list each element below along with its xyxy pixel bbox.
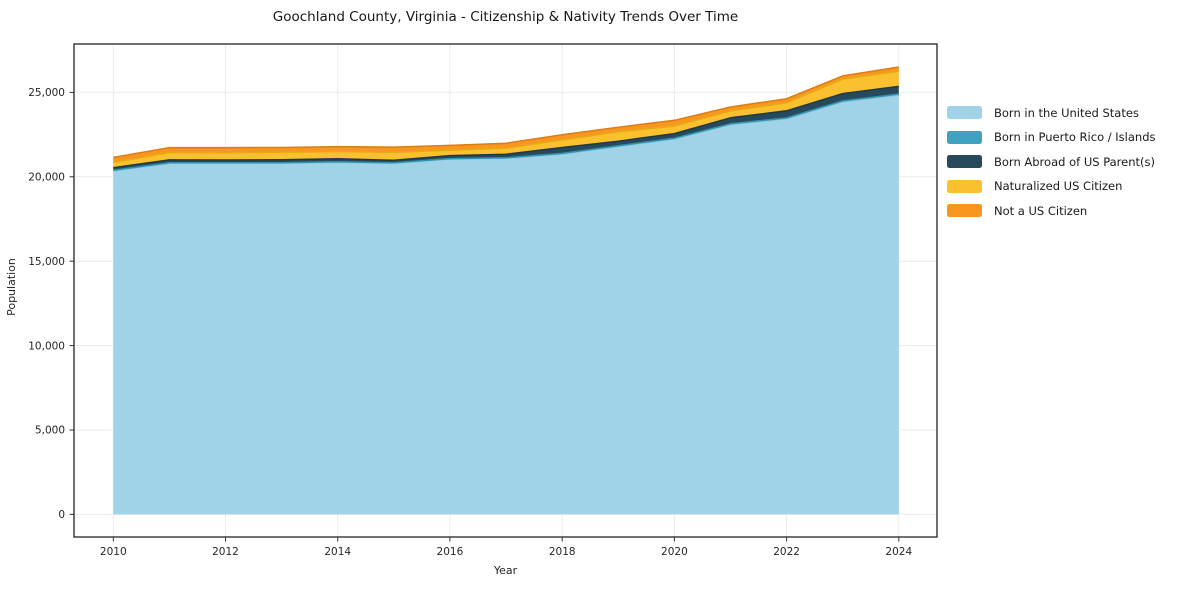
svg-text:2012: 2012: [212, 546, 239, 558]
svg-text:2022: 2022: [773, 546, 800, 558]
svg-text:10,000: 10,000: [28, 340, 65, 352]
svg-text:15,000: 15,000: [28, 256, 65, 268]
legend-swatch-naturalized-icon: [947, 179, 982, 193]
legend: Born in the United States Born in Puerto…: [947, 105, 1156, 218]
x-axis-label: Year: [493, 564, 518, 577]
svg-text:5,000: 5,000: [35, 425, 65, 437]
y-axis-label: Population: [5, 258, 18, 316]
svg-text:2024: 2024: [885, 546, 912, 558]
legend-item: Born in the United States: [947, 105, 1156, 120]
legend-swatch-born-pr-icon: [947, 130, 982, 144]
legend-label: Not a US Citizen: [994, 203, 1088, 218]
chart-title: Goochland County, Virginia - Citizenship…: [272, 9, 739, 25]
legend-label: Naturalized US Citizen: [994, 179, 1123, 193]
svg-text:0: 0: [58, 509, 65, 521]
svg-text:2020: 2020: [661, 546, 688, 558]
legend-item: Born in Puerto Rico / Islands: [947, 130, 1156, 144]
legend-item: Not a US Citizen: [947, 203, 1156, 218]
legend-swatch-not-citizen-icon: [947, 204, 982, 217]
legend-label: Born in Puerto Rico / Islands: [994, 130, 1156, 144]
svg-text:2018: 2018: [549, 546, 576, 558]
legend-label: Born Abroad of US Parent(s): [994, 154, 1155, 169]
svg-text:2010: 2010: [100, 546, 127, 558]
legend-swatch-born-abroad-icon: [947, 155, 982, 168]
svg-text:25,000: 25,000: [28, 87, 65, 99]
svg-text:2016: 2016: [437, 546, 464, 558]
legend-swatch-born-us-icon: [947, 106, 982, 119]
svg-text:2014: 2014: [324, 546, 351, 558]
legend-item: Born Abroad of US Parent(s): [947, 154, 1156, 169]
legend-label: Born in the United States: [994, 105, 1139, 120]
svg-text:20,000: 20,000: [28, 172, 65, 184]
legend-item: Naturalized US Citizen: [947, 179, 1156, 193]
